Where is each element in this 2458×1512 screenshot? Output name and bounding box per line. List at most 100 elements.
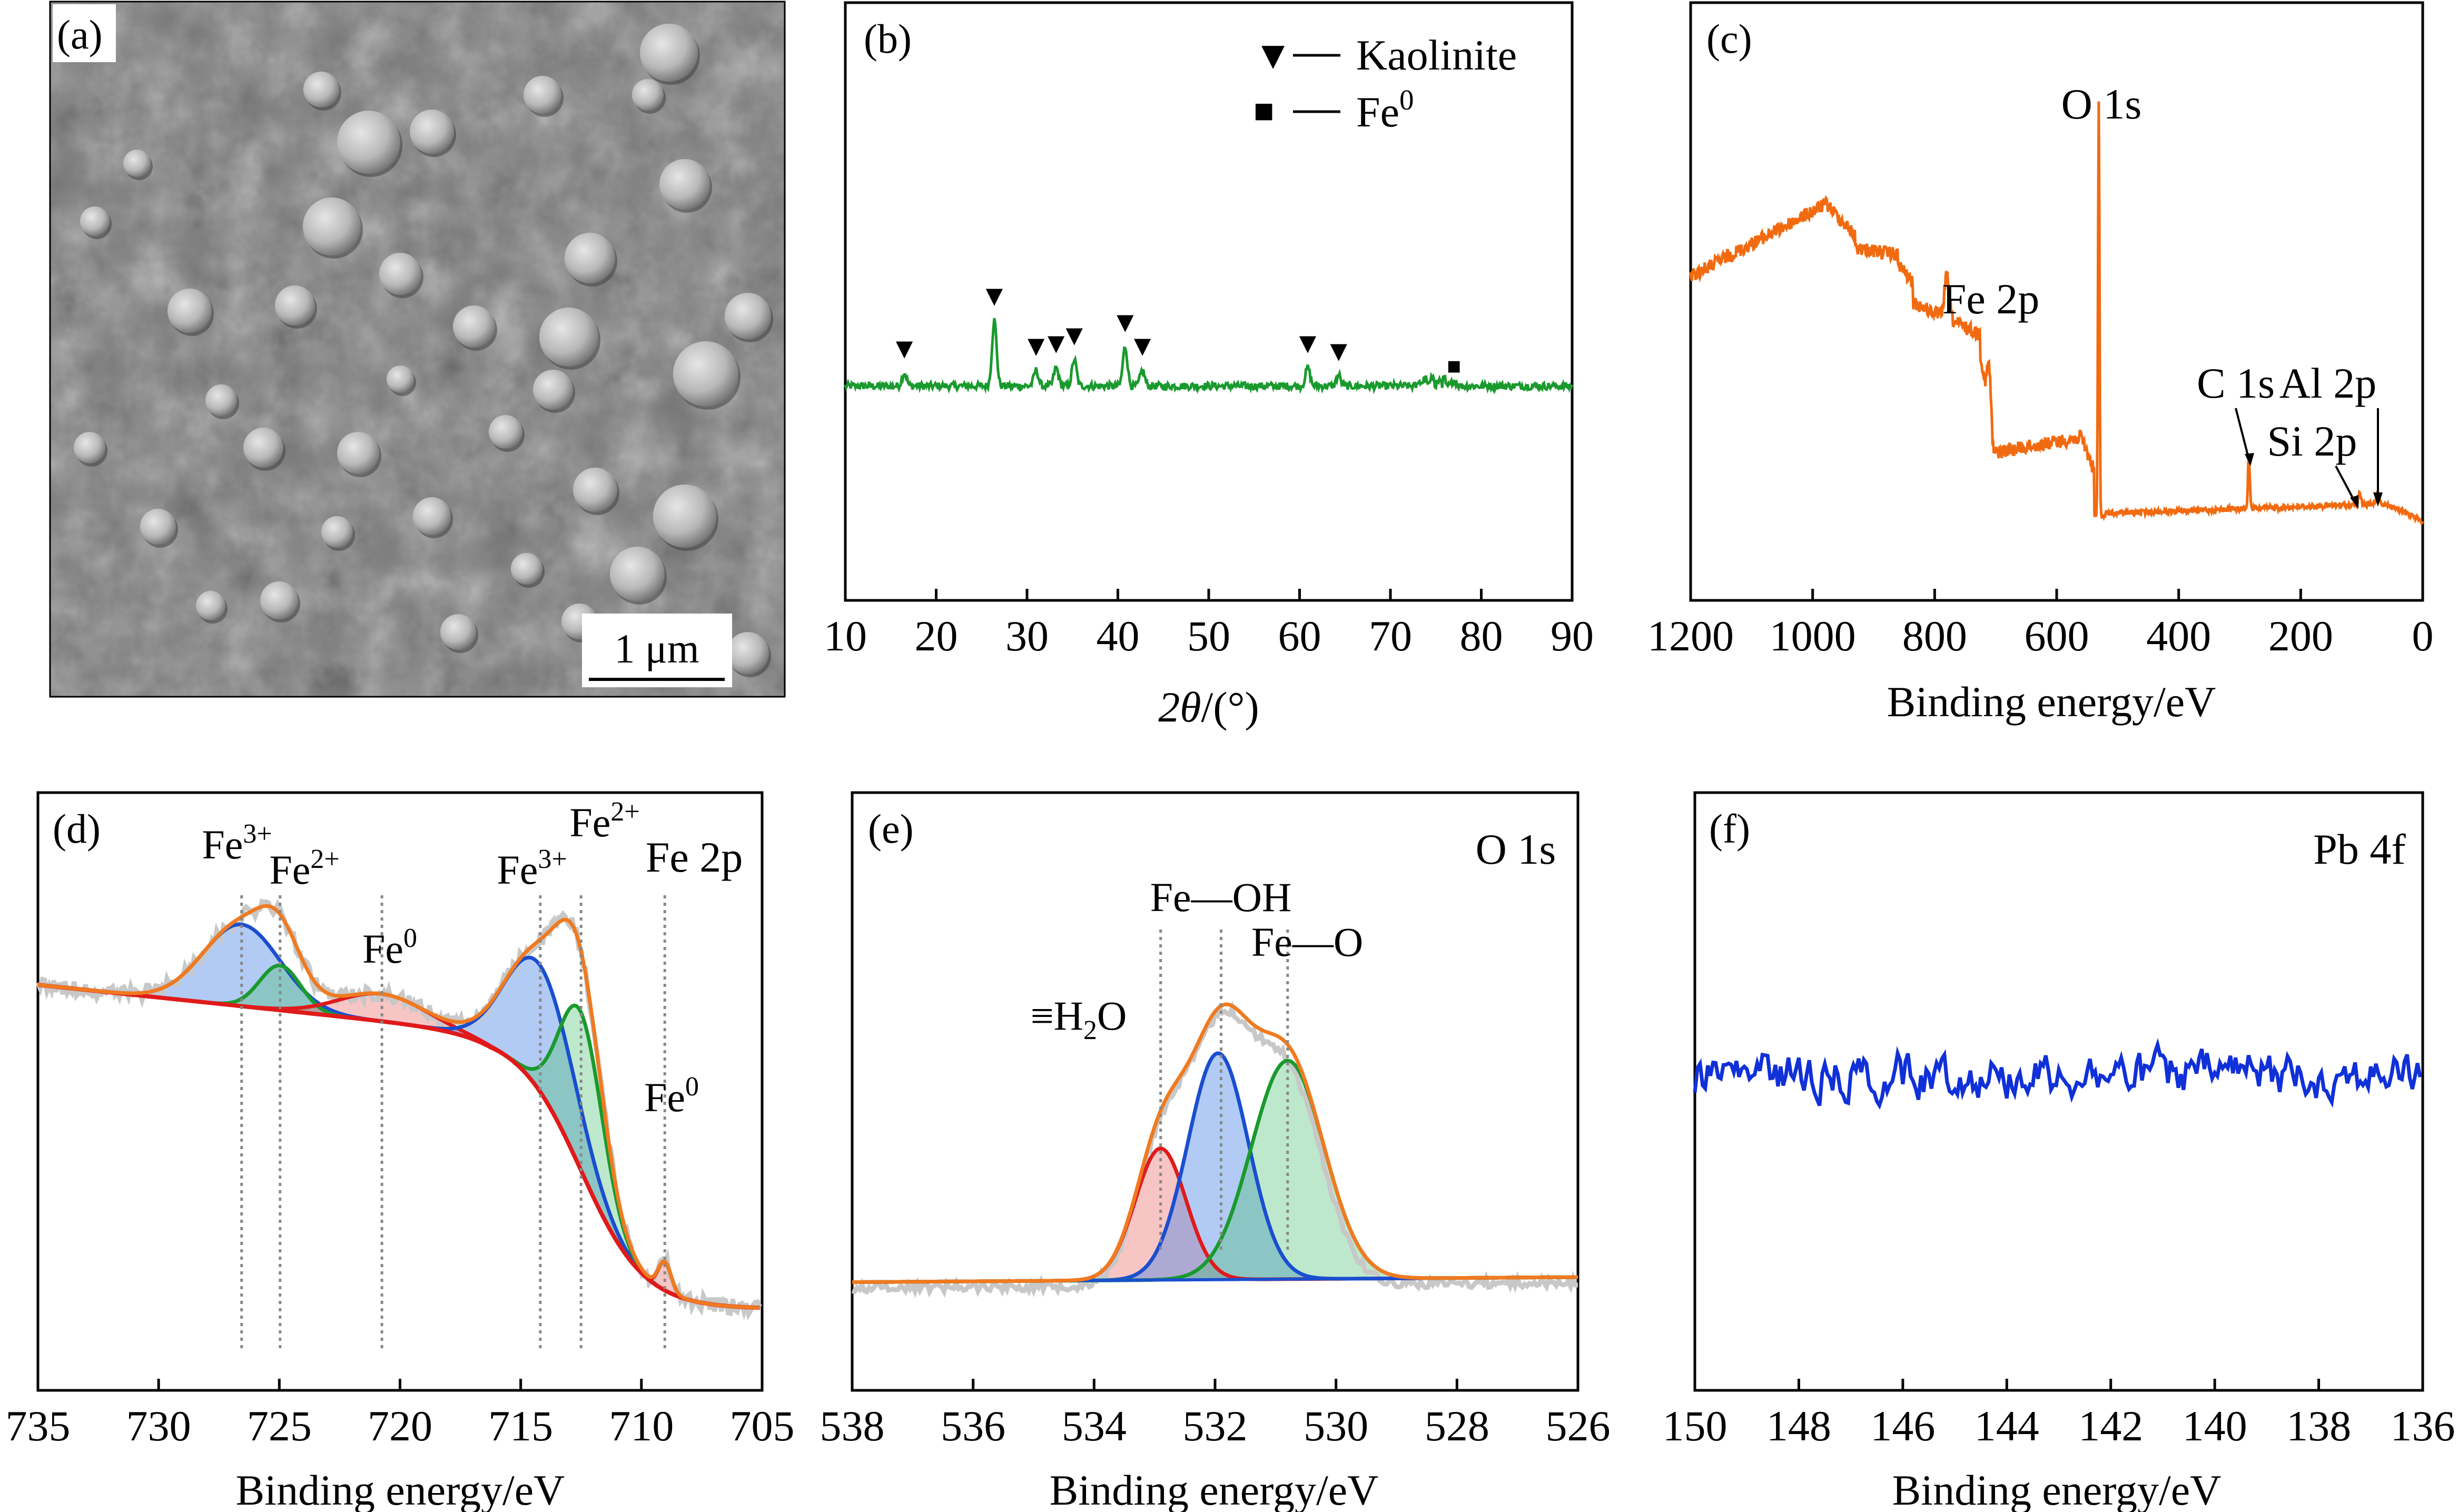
kaolinite-peak-marker: ▼ — [1128, 330, 1157, 362]
panel-d-x-axis-label: Binding energy/eV — [236, 1466, 565, 1512]
panel-e-x-axis-label: Binding energy/eV — [1050, 1466, 1379, 1512]
particle — [205, 384, 237, 416]
x-tick-label: 526 — [1546, 1402, 1611, 1450]
particle — [74, 432, 105, 463]
x-tick-label: 50 — [1187, 612, 1230, 660]
annotation-fe2p: Fe 2p — [1942, 275, 2040, 323]
x-tick-label: 60 — [1278, 612, 1321, 660]
panel-c-x-axis-label: Binding energy/eV — [1887, 678, 2216, 726]
particle — [275, 285, 315, 325]
panel-e-x-ticks: 538 536 534 532 530 528 526 — [820, 1379, 1611, 1450]
kaolinite-peak-marker: ▼ — [1060, 319, 1088, 351]
particle — [387, 365, 414, 393]
x-tick-label: 528 — [1425, 1402, 1489, 1450]
x-tick-label: 200 — [2268, 612, 2333, 660]
panel-f-x-axis-label: Binding energy/eV — [1892, 1466, 2222, 1512]
fe2p-peak-guides — [240, 895, 666, 1348]
fe2p-fill-fe2-right — [38, 985, 760, 1308]
particle — [533, 370, 573, 410]
x-tick-label: 532 — [1183, 1402, 1248, 1450]
particle — [260, 581, 298, 619]
pb4f-spectrum-line — [1693, 1038, 2422, 1110]
particle — [337, 111, 400, 174]
label-fe-oh: Fe—OH — [1150, 874, 1292, 920]
xrd-pattern-line — [844, 318, 1574, 395]
label-fe-o: Fe—O — [1251, 919, 1363, 965]
x-tick-label: 136 — [2391, 1402, 2455, 1450]
particle — [413, 497, 451, 535]
panel-e-region-label: O 1s — [1476, 825, 1556, 873]
particle — [539, 308, 598, 367]
particle — [379, 253, 421, 295]
panel-a: (a) 1 μm — [49, 1, 786, 698]
panel-b-frame — [844, 1, 1574, 602]
x-tick-label: 1200 — [1647, 612, 1734, 660]
o1s-component-fills — [852, 1053, 1578, 1282]
x-tick-label: 400 — [2146, 612, 2211, 660]
fe2p-background — [37, 983, 760, 1310]
panel-b-x-axis-label: 2θ/(°) — [1158, 683, 1259, 731]
panel-e-label: (e) — [868, 806, 914, 852]
particle — [632, 79, 664, 111]
panel-f-label: (f) — [1709, 806, 1750, 852]
label-fe0-right: Fe0 — [644, 1072, 699, 1120]
x-tick-label: 80 — [1460, 612, 1503, 660]
particle — [673, 341, 738, 407]
x-tick-label: 148 — [1766, 1402, 1831, 1450]
particle — [80, 206, 110, 236]
particle — [440, 614, 476, 650]
fe2p-component-fe2-right — [37, 983, 760, 1310]
x-tick-label: 705 — [730, 1402, 795, 1450]
x-tick-label: 144 — [1975, 1402, 2039, 1450]
fe2p-fill-fe0-left — [38, 985, 760, 1308]
x-tick-label: 600 — [2025, 612, 2089, 660]
panel-e: (e) O 1s ≡H2O Fe—OH Fe—O 538 536 534 532 530… — [820, 791, 1611, 1512]
panel-d: (d) Fe 2p Fe3+ Fe2+ Fe0 Fe3+ Fe2+ Fe0 73… — [6, 791, 795, 1512]
sem-texture — [50, 2, 785, 697]
sem-frame — [49, 1, 786, 698]
x-tick-label: 90 — [1551, 612, 1594, 660]
kaolinite-peak-marker: ▼ — [1111, 306, 1139, 338]
legend-marker-kaolinite: ▼ — [1253, 34, 1292, 77]
kaolinite-peak-marker: ▼ — [1022, 330, 1050, 362]
panel-c-frame — [1689, 1, 2424, 602]
x-tick-label: 800 — [1902, 612, 1967, 660]
panel-d-region-label: Fe 2p — [646, 833, 743, 881]
kaolinite-peak-marker: ▼ — [980, 280, 1009, 312]
x-tick-label: 70 — [1369, 612, 1412, 660]
o1s-peak-guides — [1159, 930, 1289, 1253]
legend-label-kaolinite: Kaolinite — [1356, 31, 1517, 79]
fe0-peak-marker: ■ — [1447, 353, 1461, 379]
x-tick-label: 10 — [824, 612, 867, 660]
particle — [123, 150, 151, 177]
x-tick-label: 140 — [2183, 1402, 2247, 1450]
panel-b: (b) ▼ Kaolinite ■ Fe0 10 20 30 40 50 60 70 80 90… — [824, 1, 1594, 731]
label-fe0-left: Fe0 — [362, 923, 417, 972]
x-tick-label: 530 — [1304, 1402, 1368, 1450]
particle — [659, 159, 710, 210]
x-tick-label: 30 — [1005, 612, 1049, 660]
particle — [410, 110, 454, 154]
panel-c: (c) 1200 1000 800 600 400 200 0 Binding energy… — [1647, 1, 2434, 726]
particle — [489, 415, 522, 449]
particle — [725, 293, 771, 339]
x-tick-label: 146 — [1870, 1402, 1935, 1450]
panel-f-region-label: Pb 4f — [2313, 825, 2406, 873]
x-tick-label: 0 — [2412, 612, 2434, 660]
panel-b-label: (b) — [864, 16, 912, 62]
fe2p-component-fills — [38, 924, 760, 1308]
legend-label-fe0: Fe0 — [1356, 84, 1414, 136]
label-fe2-right: Fe2+ — [569, 797, 639, 845]
particle — [653, 485, 716, 548]
arrow-c1s-head — [2245, 453, 2254, 466]
x-tick-label: 20 — [915, 612, 958, 660]
particle — [511, 553, 542, 585]
panel-b-x-ticks: 10 20 30 40 50 60 70 80 90 — [824, 589, 1594, 660]
particle — [337, 432, 379, 474]
kaolinite-peak-marker: ▼ — [1042, 327, 1070, 359]
particle — [167, 289, 212, 333]
o1s-fill-fe-oh — [852, 1053, 1578, 1282]
panel-f-x-ticks: 150 148 146 144 142 140 138 136 — [1663, 1379, 2455, 1450]
label-fe2-left: Fe2+ — [269, 844, 339, 893]
